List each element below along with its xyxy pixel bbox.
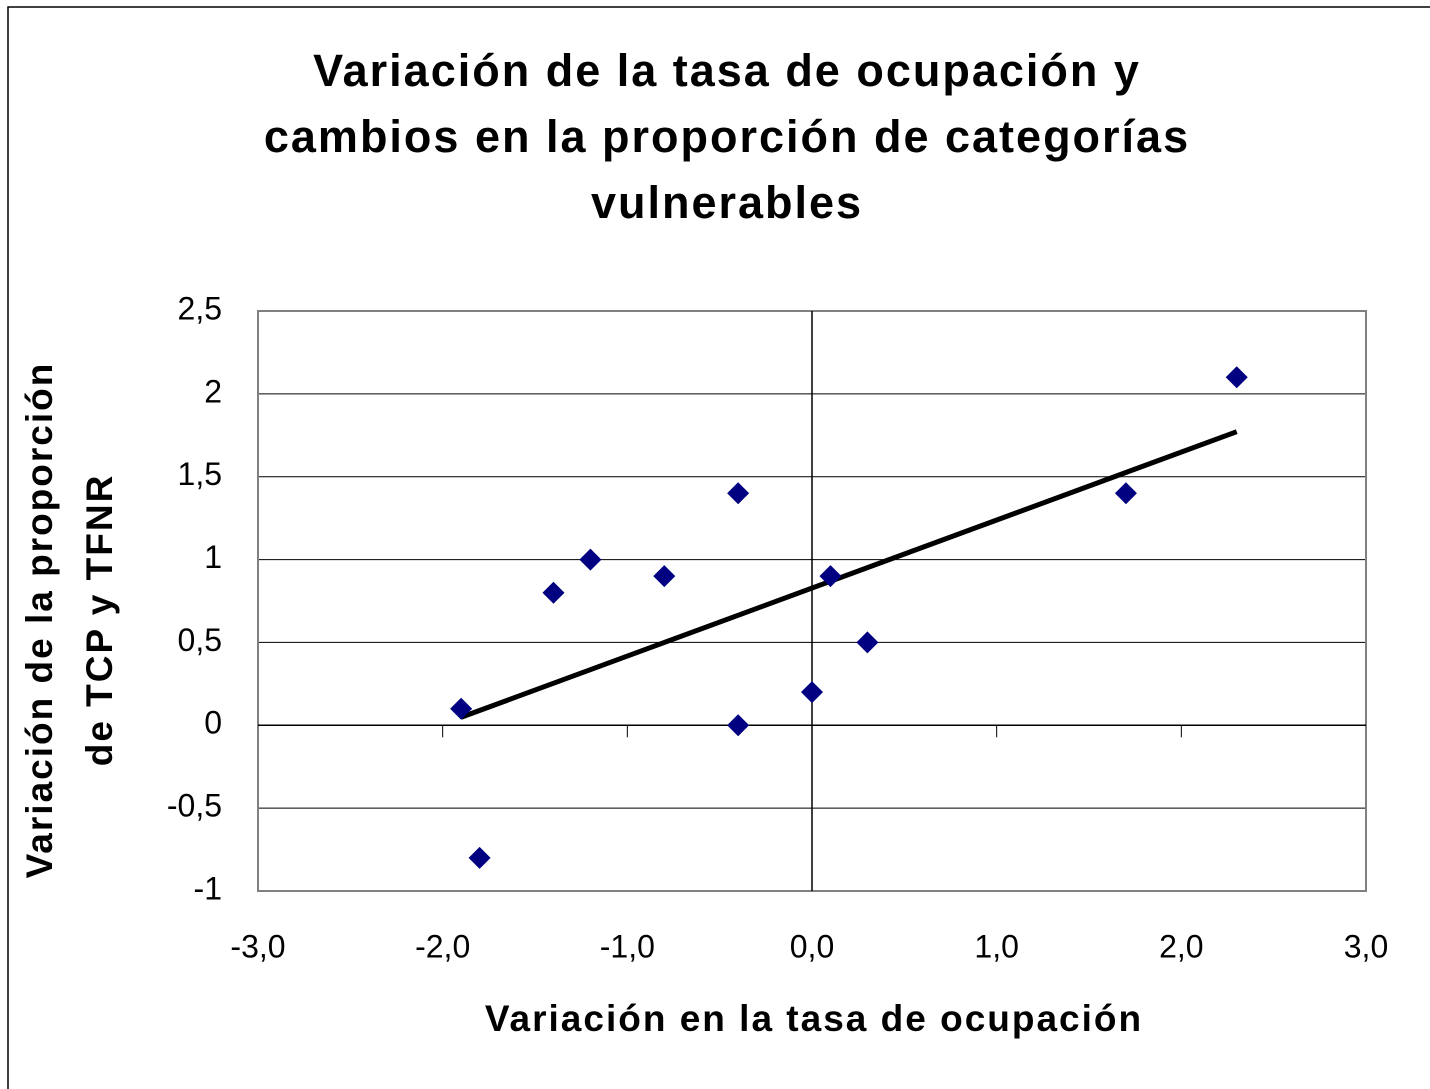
y-axis-title: de TCP y TFNR <box>79 474 120 767</box>
x-tick-label: -1,0 <box>600 928 655 964</box>
x-axis-title: Variación en la tasa de ocupación <box>485 998 1143 1039</box>
trendline <box>460 429 1238 720</box>
x-tick-label: 0,0 <box>790 928 834 964</box>
point <box>653 565 676 588</box>
point <box>579 548 602 571</box>
point <box>856 631 879 654</box>
point <box>801 681 823 704</box>
y-tick-label: 0,5 <box>178 622 222 658</box>
chart-title: cambios en la proporción de categorías <box>264 111 1190 162</box>
point <box>1114 482 1137 505</box>
point <box>819 565 842 588</box>
x-tick-label: 3,0 <box>1344 928 1388 964</box>
x-tick-label: 2,0 <box>1159 928 1203 964</box>
y-tick-label: -1 <box>194 870 222 906</box>
y-axis-title: Variación de la proporción <box>19 362 60 879</box>
x-tick-label: -3,0 <box>230 928 285 964</box>
x-tick-label: 1,0 <box>974 928 1018 964</box>
point <box>468 846 491 869</box>
y-tick-label: 2,5 <box>178 290 222 326</box>
point <box>727 714 750 737</box>
y-tick-label: 2 <box>204 373 222 409</box>
point <box>727 482 750 505</box>
point <box>450 697 473 720</box>
chart-title: vulnerables <box>591 177 863 228</box>
chart-frame <box>7 6 1430 1089</box>
x-tick-label: -2,0 <box>415 928 470 964</box>
y-tick-label: 1 <box>204 539 222 575</box>
y-tick-label: 0 <box>204 705 222 741</box>
point <box>542 581 565 604</box>
y-tick-label: 1,5 <box>178 456 222 492</box>
y-tick-label: -0,5 <box>167 788 222 824</box>
point <box>1225 366 1248 389</box>
chart-title: Variación de la tasa de ocupación y <box>313 45 1141 96</box>
